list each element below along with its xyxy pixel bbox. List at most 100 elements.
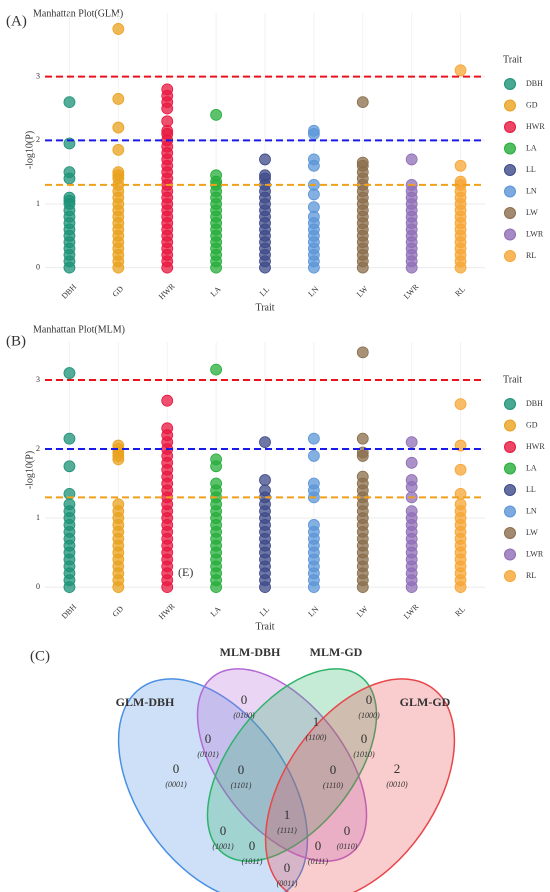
legend-swatch [504,228,516,241]
legend-label: LW [526,208,538,217]
y-tick-label: 1 [36,199,40,208]
region-code: (1100) [306,733,327,742]
point [454,398,467,411]
chart-title: Manhattan Plot(MLM) [33,324,125,335]
legend-swatch [504,419,516,432]
set-label: MLM-GD [310,645,363,659]
point [356,96,369,109]
x-tick-label: DBH [60,602,78,620]
x-tick-label: LWR [402,282,421,301]
point [112,121,125,134]
legend-swatch [504,185,516,198]
legend-label: RL [526,251,536,260]
point [307,128,320,140]
x-tick-label: LW [355,604,370,619]
annotation: (E) [178,565,193,579]
y-tick-label: 0 [36,582,40,591]
point [63,505,76,518]
legend-swatch [504,250,516,262]
point [161,102,174,115]
region-count: 2 [394,761,401,776]
point [454,463,467,476]
point [112,191,125,204]
x-tick-label: DBH [60,282,78,300]
region-count: 0 [241,692,248,707]
region-code: (0111) [308,857,328,866]
point [63,198,76,210]
point [307,450,320,462]
region-count: 1 [313,714,320,729]
region-code: (1101) [231,781,252,790]
region-code: (1011) [242,857,263,866]
point [307,159,320,172]
set-label: GLM-GD [400,695,451,709]
point [112,93,125,105]
point [112,453,125,466]
point [63,460,76,473]
point [63,172,76,185]
x-tick-label: LN [306,284,320,298]
point [259,153,271,166]
set-ellipse [117,678,309,892]
region-code: (0101) [197,750,219,759]
y-tick-label: 3 [36,71,40,80]
region-count: 0 [361,731,368,746]
region-count: 0 [330,762,337,777]
region-code: (1001) [212,842,234,851]
chart-title: Manhattan Plot(GLM) [33,8,123,19]
legend-swatch [504,441,516,453]
point [405,436,418,449]
x-tick-label: RL [453,285,467,299]
point [307,432,320,445]
region-code: (1111) [277,826,297,835]
region-count: 0 [249,838,256,853]
region-code: (0001) [165,780,187,789]
point [210,460,223,473]
point [405,481,418,493]
x-tick-label: LN [306,604,320,618]
legend-label: GD [526,420,538,429]
legend-swatch [504,142,516,155]
y-tick-label: 3 [36,375,40,384]
point [356,498,369,511]
x-tick-label: HWR [157,601,177,621]
region-count: 0 [173,761,180,776]
legend-title: Trait [503,374,522,385]
point [259,498,271,511]
region-count: 1 [284,807,291,822]
legend-swatch [504,462,516,475]
point [161,498,174,511]
region-code: (1000) [358,711,380,720]
legend-label: LA [526,143,537,152]
region-code: (0110) [337,842,358,851]
legend-swatch [504,78,516,90]
region-count: 0 [344,823,351,838]
point [307,210,320,223]
legend-swatch [504,570,516,582]
legend-label: RL [526,571,536,580]
legend-swatch [504,527,516,539]
x-axis-title: Trait [255,621,274,632]
legend-label: GD [526,100,538,109]
point [112,505,125,518]
legend-label: HWR [526,442,545,451]
x-tick-label: LA [209,604,223,618]
point [405,191,418,204]
panel-label: (A) [6,13,27,29]
set-label: GLM-DBH [116,695,175,709]
x-tick-label: GD [111,284,126,299]
region-code: (1110) [323,781,343,790]
x-tick-label: LW [355,284,370,299]
point [112,23,125,35]
x-tick-label: LL [258,285,271,298]
legend-label: LL [526,485,536,494]
point [307,519,320,531]
point [454,505,467,518]
region-code: (1010) [353,750,375,759]
point [210,363,223,376]
region-count: 0 [315,838,322,853]
point [63,432,76,445]
y-tick-label: 2 [36,444,40,453]
legend-swatch [504,207,516,219]
